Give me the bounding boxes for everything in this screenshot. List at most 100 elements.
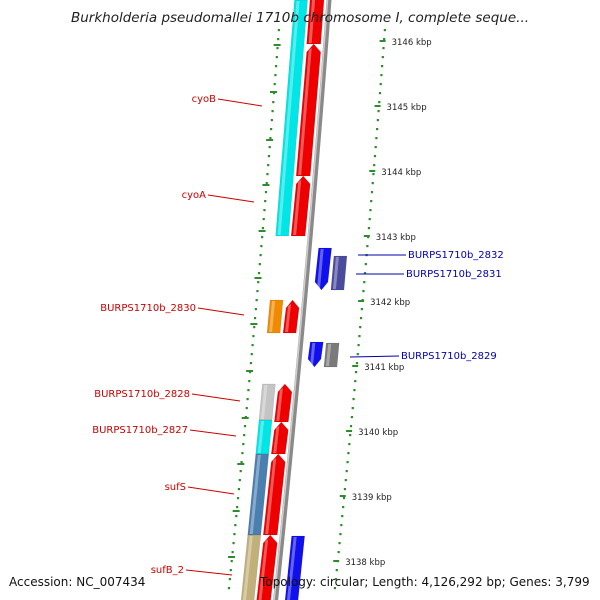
- gene-BURPS1710b_2832-arrow[interactable]: [314, 247, 332, 291]
- outer-tick-ring-dot: [355, 371, 358, 374]
- genome-summary-text: Topology: circular; Length: 4,126,292 bp…: [260, 575, 590, 589]
- inner-tick-ring-dot: [230, 560, 233, 563]
- gene-BURPS1710b_2830-orange-highlight: [269, 301, 276, 332]
- outer-tick-ring-dot: [343, 488, 347, 491]
- inner-tick-ring-dot: [247, 389, 250, 392]
- inner-tick-ring-dot: [245, 407, 248, 410]
- gene-sufB_2-arrow[interactable]: [256, 534, 278, 600]
- gene-sufB_2-khaki[interactable]: [240, 534, 262, 600]
- inner-tick-ring-dot: [266, 173, 269, 176]
- gene-BURPS1710b_2829-gray[interactable]: [323, 342, 340, 368]
- gene-cyoA-arrow[interactable]: [290, 175, 311, 237]
- gene-BURPS1710b_2829-gray-highlight: [325, 344, 332, 366]
- outer-tick-ring-dot: [372, 173, 375, 176]
- outer-tick-ring-dot: [340, 524, 343, 527]
- gene-leader-BURPS1710b_2828: [191, 393, 241, 402]
- inner-tick-ring-dot: [235, 515, 238, 518]
- gene-label-cyoA[interactable]: cyoA: [182, 190, 207, 201]
- outer-tick-ring-dot: [373, 164, 376, 167]
- gene-BURPS1710b_2827-arrow-highlight: [273, 426, 280, 453]
- outer-tick-ring-dot: [370, 191, 374, 194]
- inner-tick-ring-dot: [238, 479, 241, 482]
- outer-tick-ring-dot: [349, 425, 353, 428]
- gene-label-sufB_2[interactable]: sufB_2: [151, 565, 184, 576]
- outer-tick-ring-dot: [342, 506, 345, 509]
- outer-tick-ring-dot: [359, 317, 363, 320]
- gene-BURPS1710b_2829-arrow[interactable]: [307, 341, 324, 368]
- scale-label: 3139 kbp: [352, 493, 392, 503]
- gene-cyo-cyan-block-highlight: [277, 1, 300, 235]
- outer-tick-ring-dot: [356, 353, 359, 356]
- outer-tick-ring-dot: [349, 434, 352, 437]
- outer-tick-ring-dot: [367, 236, 370, 239]
- gene-label-cyoB[interactable]: cyoB: [192, 94, 217, 105]
- gene-BURPS1710b_2827-arrow[interactable]: [270, 421, 289, 455]
- gene-leader-sufB_2: [185, 569, 233, 576]
- inner-tick-ring-dot: [277, 29, 280, 32]
- gene-BURPS1710b_2830-arrow-highlight: [285, 304, 292, 332]
- gene-label-BURPS1710b_2831[interactable]: BURPS1710b_2831: [406, 269, 502, 280]
- inner-tick-ring-dot: [260, 245, 263, 248]
- outer-tick-ring-dot: [344, 479, 347, 482]
- gene-leader-cyoB: [217, 98, 263, 107]
- outer-tick-ring-dot: [378, 101, 381, 104]
- gene-label-BURPS1710b_2828[interactable]: BURPS1710b_2828: [94, 389, 190, 400]
- scale-label: 3143 kbp: [376, 233, 416, 243]
- gene-BURPS1710b_2828-gray-highlight: [261, 385, 268, 419]
- outer-tick-ring-dot: [368, 218, 371, 221]
- gene-label-BURPS1710b_2829[interactable]: BURPS1710b_2829: [401, 351, 497, 362]
- gene-BURPS1710b_2828-arrow[interactable]: [274, 383, 293, 423]
- outer-tick-ring-dot: [351, 407, 354, 410]
- inner-tick-ring-dot: [272, 92, 276, 95]
- gene-sufS-arrow-highlight: [265, 458, 277, 534]
- inner-tick-ring-dot: [249, 362, 253, 365]
- gene-leader-cyoA: [207, 194, 255, 203]
- gene-BURPS1710b_2831-slate-highlight: [332, 257, 339, 289]
- inner-tick-ring-dot: [253, 317, 257, 320]
- gene-leader-BURPS1710b_2829: [349, 355, 400, 358]
- inner-tick-ring-dot: [253, 326, 256, 329]
- gene-label-BURPS1710b_2830[interactable]: BURPS1710b_2830: [100, 303, 196, 314]
- gene-blue-bottom[interactable]: [284, 535, 305, 600]
- outer-tick-ring-dot: [358, 335, 361, 338]
- gene-sufS-arrow[interactable]: [262, 453, 286, 536]
- gene-cyoB-arrow-highlight: [298, 48, 312, 175]
- gene-BURPS1710b_2831-slate[interactable]: [330, 255, 348, 291]
- inner-tick-ring-dot: [255, 299, 258, 302]
- inner-tick-ring-dot: [263, 209, 266, 212]
- outer-tick-ring-dot: [345, 470, 348, 473]
- inner-tick-ring-dot: [257, 281, 260, 284]
- outer-tick-ring-dot: [376, 119, 379, 122]
- inner-tick-ring-dot: [264, 191, 268, 194]
- outer-tick-ring-dot: [383, 38, 386, 41]
- scale-label: 3144 kbp: [381, 168, 421, 178]
- outer-tick-ring-dot: [354, 380, 357, 383]
- inner-tick-ring-dot: [227, 587, 231, 590]
- scale-label: 3146 kbp: [392, 38, 432, 48]
- outer-tick-ring-dot: [353, 389, 356, 392]
- scale-label: 3138 kbp: [345, 558, 385, 568]
- inner-tick-ring-dot: [242, 443, 245, 446]
- inner-tick-ring-dot: [265, 182, 268, 185]
- gene-red-top[interactable]: [306, 0, 325, 45]
- gene-cyo-cyan-block[interactable]: [275, 0, 308, 237]
- gene-label-BURPS1710b_2832[interactable]: BURPS1710b_2832: [408, 250, 504, 261]
- outer-tick-ring-dot: [352, 398, 355, 401]
- gene-BURPS1710b_2830-arrow[interactable]: [282, 299, 300, 334]
- inner-tick-ring-dot: [243, 434, 246, 437]
- inner-tick-ring-dot: [261, 227, 265, 230]
- inner-tick-ring-dot: [277, 38, 280, 41]
- inner-tick-ring-dot: [233, 533, 236, 536]
- outer-tick-ring-dot: [346, 461, 349, 464]
- scale-label: 3140 kbp: [358, 428, 398, 438]
- gene-cyoB-arrow[interactable]: [295, 43, 321, 177]
- inner-tick-ring-dot: [232, 542, 235, 545]
- inner-tick-ring-dot: [256, 290, 259, 293]
- outer-tick-ring-dot: [373, 155, 377, 158]
- gene-label-BURPS1710b_2827[interactable]: BURPS1710b_2827: [92, 425, 188, 436]
- gene-label-sufS[interactable]: sufS: [165, 482, 186, 493]
- outer-tick-ring-dot: [348, 443, 351, 446]
- gene-BURPS1710b_2830-orange[interactable]: [266, 299, 284, 334]
- inner-tick-ring-dot: [269, 137, 272, 140]
- inner-tick-ring-dot: [267, 155, 271, 158]
